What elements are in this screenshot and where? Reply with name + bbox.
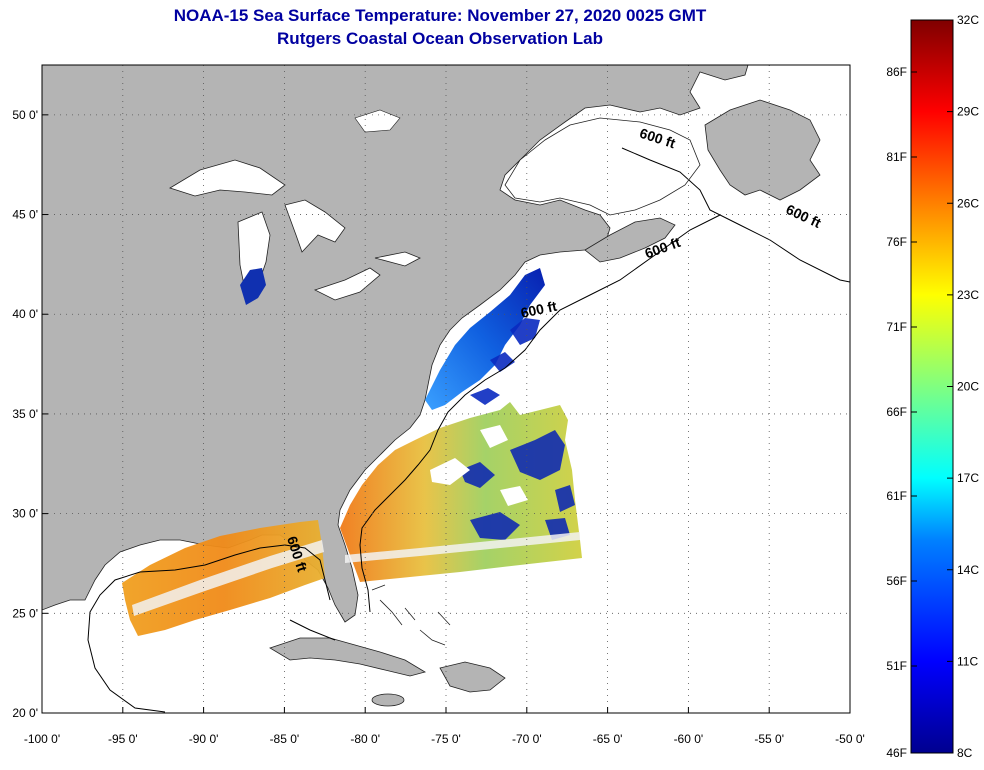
lon-tick-label: -60 0' xyxy=(674,732,704,746)
colorbar-fahrenheit-label: 76F xyxy=(886,235,907,249)
lon-tick-label: -80 0' xyxy=(350,732,380,746)
colorbar-labels: 32C 29C 26C 23C 20C 17C 14C 11C 8C 86F 81F 76F 71F 66… xyxy=(886,13,979,760)
lon-tick-label: -75 0' xyxy=(431,732,461,746)
lat-tick-label: 35 0' xyxy=(12,407,38,421)
bahamas-islands xyxy=(371,584,451,646)
colorbar-fahrenheit-label: 66F xyxy=(886,405,907,419)
atlantic-swath-stripe xyxy=(345,532,580,563)
lat-tick-label: 25 0' xyxy=(12,606,38,620)
northeast-shelf-sst xyxy=(425,268,545,410)
gulf-of-st-lawrence xyxy=(504,117,701,216)
gulf-swath-stripe xyxy=(132,540,324,616)
colorbar-fahrenheit-label: 61F xyxy=(886,489,907,503)
lon-tick-label: -55 0' xyxy=(754,732,784,746)
map-gridlines xyxy=(42,65,850,713)
colorbar-celsius-label: 29C xyxy=(957,105,979,119)
map-subtitle: Rutgers Coastal Ocean Observation Lab xyxy=(277,29,603,48)
colorbar-fahrenheit-label: 56F xyxy=(886,574,907,588)
colorbar-celsius-label: 20C xyxy=(957,380,979,394)
lon-tick-label: -100 0' xyxy=(24,732,60,746)
map-title: NOAA-15 Sea Surface Temperature: Novembe… xyxy=(173,6,707,25)
lon-tick-label: -70 0' xyxy=(512,732,542,746)
northeast-shelf-sst-patches xyxy=(470,318,540,405)
colorbar-fahrenheit-label: 51F xyxy=(886,659,907,673)
lat-tick-label: 50 0' xyxy=(12,108,38,122)
bathymetry-contour-600ft xyxy=(359,147,850,613)
colorbar-celsius-label: 11C xyxy=(957,654,978,668)
hispaniola-island xyxy=(439,661,506,693)
lon-tick-label: -65 0' xyxy=(593,732,623,746)
newfoundland-island xyxy=(704,99,821,201)
lat-tick-label: 20 0' xyxy=(12,706,38,720)
colorbar-celsius-label: 23C xyxy=(957,288,979,302)
colorbar-fahrenheit-label: 86F xyxy=(886,65,907,79)
contour-label-600ft: 600 ft xyxy=(519,298,558,321)
sst-colorbar xyxy=(910,19,954,754)
colorbar-fahrenheit-label: 81F xyxy=(886,150,907,164)
james-bay xyxy=(354,109,401,133)
lon-tick-label: -50 0' xyxy=(835,732,865,746)
colorbar-celsius-label: 32C xyxy=(957,13,979,27)
lat-tick-label: 45 0' xyxy=(12,208,38,222)
lon-tick-label: -95 0' xyxy=(108,732,138,746)
atlantic-cloud-gaps xyxy=(430,425,528,506)
lon-tick-label: -85 0' xyxy=(270,732,300,746)
longitude-axis: -100 0' -95 0' -90 0' -85 0' -80 0' -75 0' -70… xyxy=(24,707,865,746)
lake-michigan-sst xyxy=(240,268,266,305)
atlantic-cold-patches xyxy=(460,430,575,540)
gulf-bathymetry-contour xyxy=(87,544,336,713)
colorbar-celsius-label: 17C xyxy=(957,471,979,485)
lat-tick-label: 40 0' xyxy=(12,307,38,321)
colorbar-celsius-label: 26C xyxy=(957,196,979,210)
colorbar-fahrenheit-label: 71F xyxy=(886,320,907,334)
colorbar-fahrenheit-label: 46F xyxy=(886,746,907,760)
jamaica-island xyxy=(371,693,405,707)
lat-tick-label: 30 0' xyxy=(12,507,38,521)
colorbar-celsius-label: 8C xyxy=(957,746,973,760)
lon-tick-label: -90 0' xyxy=(189,732,219,746)
latitude-axis: 20 0' 25 0' 30 0' 35 0' 40 0' 45 0' 50 0' xyxy=(12,108,48,720)
colorbar-celsius-label: 14C xyxy=(957,563,979,577)
